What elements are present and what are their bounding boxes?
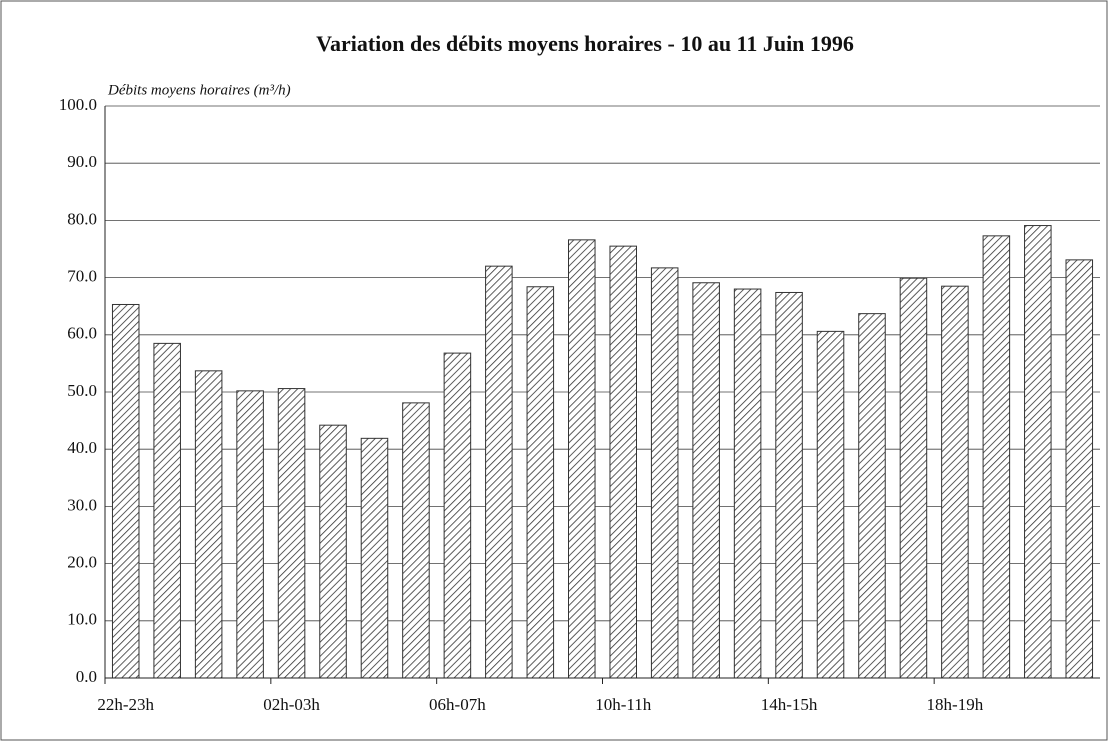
x-tick-label: 18h-19h: [927, 695, 984, 714]
bar: [1024, 225, 1052, 679]
bar: [360, 437, 389, 679]
bar: [650, 267, 679, 679]
y-tick-label: 90.0: [67, 152, 97, 171]
y-axis-label: Débits moyens horaires (m³/h): [107, 82, 291, 98]
y-tick-label: 50.0: [67, 381, 97, 400]
bar: [1065, 259, 1094, 679]
bar: [153, 342, 181, 679]
x-tick-label: 06h-07h: [429, 695, 486, 714]
bar: [485, 265, 513, 679]
bar: [111, 303, 140, 679]
bar: [982, 235, 1011, 679]
y-tick-label: 60.0: [67, 324, 97, 343]
y-tick-label: 30.0: [67, 495, 97, 514]
bar: [899, 277, 928, 679]
bar: [443, 352, 472, 679]
bar: [733, 288, 762, 679]
y-tick-label: 0.0: [76, 667, 97, 686]
bar: [402, 402, 430, 679]
chart-title: Variation des débits moyens horaires - 1…: [316, 31, 854, 56]
bar: [816, 330, 845, 679]
bar: [692, 282, 720, 679]
bar: [319, 424, 347, 679]
y-tick-label: 70.0: [67, 267, 97, 286]
y-tick-label: 20.0: [67, 553, 97, 572]
bar: [526, 286, 555, 679]
x-tick-label: 22h-23h: [97, 695, 154, 714]
y-tick-label: 10.0: [67, 610, 97, 629]
bar: [609, 245, 637, 679]
bar: [775, 291, 803, 679]
bar: [277, 388, 306, 679]
bar: [941, 285, 969, 679]
x-tick-label: 14h-15h: [761, 695, 818, 714]
bar: [858, 313, 886, 679]
bar: [236, 390, 264, 679]
bar: [568, 239, 596, 679]
y-tick-label: 100.0: [59, 95, 97, 114]
y-tick-label: 40.0: [67, 438, 97, 457]
bar: [194, 370, 223, 679]
x-tick-label: 10h-11h: [595, 695, 652, 714]
x-tick-label: 02h-03h: [263, 695, 320, 714]
y-tick-label: 80.0: [67, 209, 97, 228]
